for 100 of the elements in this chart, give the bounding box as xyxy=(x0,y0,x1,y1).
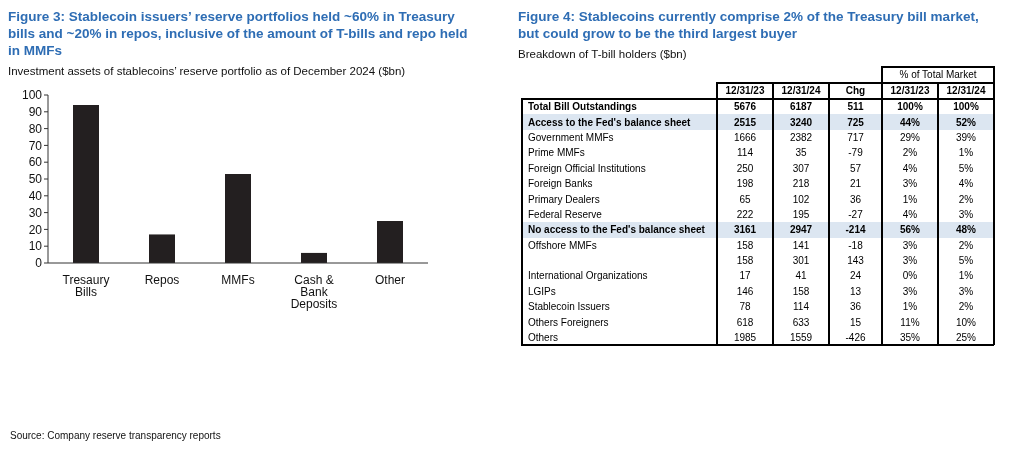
y-tick-label: 100 xyxy=(21,88,43,103)
y-tick-label: Others Foreigners xyxy=(527,315,610,330)
x-tick-label: Other xyxy=(374,272,406,287)
data-label: 102 xyxy=(791,192,811,207)
chart-title: Figure 3: Stablecoin issuers’ reserve portfolios held ~60% in Treasury bills and ~20% in repos, inclusive of the amount of T-bills and repo held in MMFs xyxy=(8,8,469,59)
data-label: 222 xyxy=(735,207,755,222)
y-tick-label: LGIPs xyxy=(527,284,557,299)
data-label: 10% xyxy=(955,315,977,330)
data-label: 2947 xyxy=(788,223,814,238)
data-label: 65 xyxy=(738,192,752,207)
data-label: 13 xyxy=(848,284,863,299)
data-label: 633 xyxy=(791,315,811,330)
data-label: 36 xyxy=(848,300,863,315)
data-label: 618 xyxy=(735,315,755,330)
y-tick-label: Total Bill Outstandings xyxy=(527,100,638,115)
y-tick-label: 30 xyxy=(28,205,43,220)
data-label: 5% xyxy=(957,161,975,176)
data-label: 36 xyxy=(848,192,863,207)
bar xyxy=(149,234,175,263)
data-label: 3% xyxy=(901,177,919,192)
y-tick-label: 80 xyxy=(28,121,43,136)
chart-title: Figure 4: Stablecoins currently comprise 2% of the Treasury bill market, but could grow to be the third largest buyer xyxy=(518,8,980,42)
data-label: 78 xyxy=(738,300,752,315)
data-label: 158 xyxy=(735,238,755,253)
data-label: 5% xyxy=(957,254,975,269)
x-tick-label: 12/31/24 xyxy=(780,84,822,98)
x-tick-label: 12/31/24 xyxy=(945,84,987,98)
data-label: 143 xyxy=(846,254,865,269)
data-label: 5676 xyxy=(732,100,758,115)
y-tick-label: Foreign Official Institutions xyxy=(527,161,647,176)
y-tick-label: 0 xyxy=(35,256,43,271)
text: Breakdown of T-bill holders ($bn) xyxy=(518,48,688,60)
data-label: 44% xyxy=(899,115,921,130)
y-tick-label: International Organizations xyxy=(527,269,649,284)
data-label: 100% xyxy=(896,100,924,115)
data-label: 48% xyxy=(955,223,977,238)
data-label: 1% xyxy=(957,146,975,161)
data-label: -214 xyxy=(844,223,867,238)
x-tick-label: MMFs xyxy=(221,272,255,287)
data-label: 141 xyxy=(791,238,811,253)
data-label: 198 xyxy=(735,177,755,192)
data-label: -79 xyxy=(847,146,864,161)
data-label: 35% xyxy=(899,331,921,346)
data-label: 250 xyxy=(735,161,755,176)
data-label: 1% xyxy=(957,269,975,284)
data-label: 4% xyxy=(957,177,975,192)
y-tick-label: Federal Reserve xyxy=(527,207,603,222)
data-label: 114 xyxy=(736,146,754,161)
data-label: 511 xyxy=(846,100,865,115)
data-label: 2% xyxy=(957,238,975,253)
x-tick-label: Chg xyxy=(844,84,867,98)
data-label: 21 xyxy=(848,177,863,192)
data-label: 1666 xyxy=(732,130,758,145)
y-tick-label: Prime MMFs xyxy=(527,146,586,161)
y-tick-label: 90 xyxy=(28,105,43,120)
data-label: 0% xyxy=(901,269,919,284)
bar xyxy=(73,105,99,263)
data-label: 35 xyxy=(794,146,808,161)
y-tick-label: Government MMFs xyxy=(527,130,615,145)
y-tick-label: 50 xyxy=(28,172,43,187)
data-label: 146 xyxy=(735,284,755,299)
data-label: 2% xyxy=(957,300,975,315)
data-label: 15 xyxy=(848,315,863,330)
x-tick-label: Repos xyxy=(144,272,180,287)
data-label: 2515 xyxy=(732,115,758,130)
data-label: 41 xyxy=(794,269,808,284)
y-tick-label: Stablecoin Issuers xyxy=(527,300,611,315)
data-label: 100% xyxy=(952,100,980,115)
x-tick-label: 12/31/23 xyxy=(889,84,931,98)
x-tick-label: Cash & Bank Deposits xyxy=(290,272,338,311)
x-tick-label: 12/31/23 xyxy=(724,84,766,98)
data-label: 3% xyxy=(957,284,975,299)
data-label: 17 xyxy=(738,269,752,284)
data-label: 11% xyxy=(899,315,921,330)
y-tick-label: Primary Dealers xyxy=(527,192,601,207)
data-label: 39% xyxy=(955,130,977,145)
y-tick-label: Others xyxy=(527,331,559,346)
data-label: 158 xyxy=(735,254,755,269)
data-label: 52% xyxy=(955,115,977,130)
y-tick-label: Access to the Fed's balance sheet xyxy=(527,115,692,130)
data-label: 24 xyxy=(848,269,863,284)
data-label: 1559 xyxy=(788,331,814,346)
data-label: -426 xyxy=(844,331,867,346)
y-tick-label: 20 xyxy=(28,222,43,237)
data-label: 2% xyxy=(957,192,975,207)
y-tick-label: 40 xyxy=(28,189,43,204)
data-label: 56% xyxy=(899,223,921,238)
y-tick-label: 10 xyxy=(28,239,43,254)
x-tick-label: Tresaury Bills xyxy=(62,272,110,299)
data-label: 29% xyxy=(899,130,921,145)
source-note: Source: Company reserve transparency reports xyxy=(10,430,221,441)
bar xyxy=(377,221,403,263)
data-label: 25% xyxy=(955,331,977,346)
data-label: 1% xyxy=(901,300,919,315)
data-label: 301 xyxy=(791,254,811,269)
data-label: 3% xyxy=(957,207,975,222)
data-label: 4% xyxy=(901,207,919,222)
data-label: 195 xyxy=(791,207,811,222)
chart-subtitle: Investment assets of stablecoins’ reserve portfolio as of December 2024 ($bn) xyxy=(8,65,407,77)
y-tick-label: Offshore MMFs xyxy=(527,238,598,253)
